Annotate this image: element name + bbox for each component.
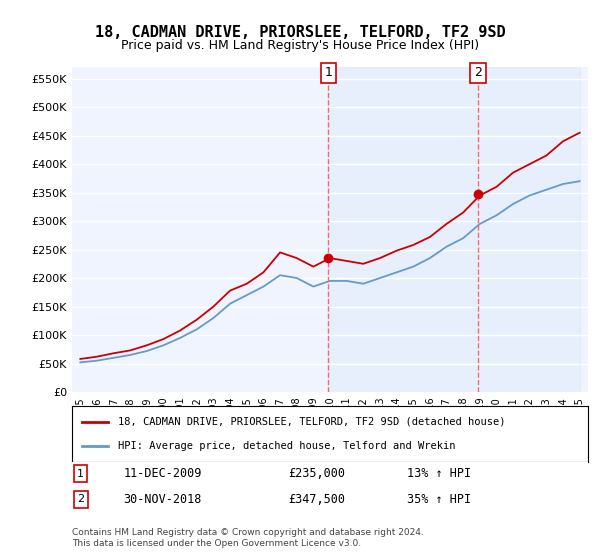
Text: £235,000: £235,000	[289, 467, 346, 480]
Text: HPI: Average price, detached house, Telford and Wrekin: HPI: Average price, detached house, Telf…	[118, 441, 456, 451]
Text: 1: 1	[77, 469, 84, 479]
Text: 2: 2	[77, 494, 84, 505]
Text: 1: 1	[325, 67, 332, 80]
Text: Price paid vs. HM Land Registry's House Price Index (HPI): Price paid vs. HM Land Registry's House …	[121, 39, 479, 52]
Text: 18, CADMAN DRIVE, PRIORSLEE, TELFORD, TF2 9SD: 18, CADMAN DRIVE, PRIORSLEE, TELFORD, TF…	[95, 25, 505, 40]
Text: 11-DEC-2009: 11-DEC-2009	[124, 467, 202, 480]
Text: 13% ↑ HPI: 13% ↑ HPI	[407, 467, 472, 480]
Text: 30-NOV-2018: 30-NOV-2018	[124, 493, 202, 506]
Text: 18, CADMAN DRIVE, PRIORSLEE, TELFORD, TF2 9SD (detached house): 18, CADMAN DRIVE, PRIORSLEE, TELFORD, TF…	[118, 417, 506, 427]
Text: 2: 2	[474, 67, 482, 80]
Text: Contains HM Land Registry data © Crown copyright and database right 2024.
This d: Contains HM Land Registry data © Crown c…	[72, 528, 424, 548]
Text: £347,500: £347,500	[289, 493, 346, 506]
Bar	[328, 67, 580, 392]
Text: 35% ↑ HPI: 35% ↑ HPI	[407, 493, 472, 506]
